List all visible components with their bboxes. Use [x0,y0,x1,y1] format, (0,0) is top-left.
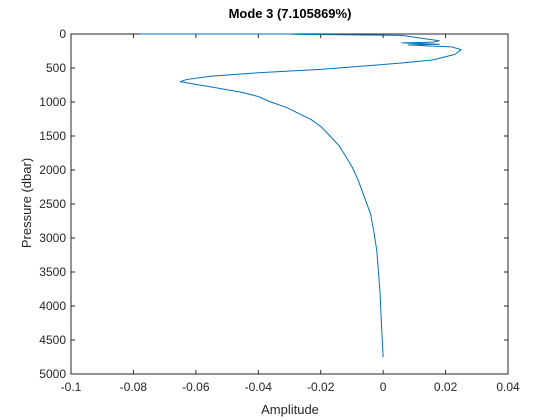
x-axis-label: Amplitude [261,402,319,417]
y-tick-label: 3500 [39,265,66,279]
x-tick-label: -0.1 [61,380,82,394]
y-tick-label: 1000 [39,95,66,109]
plot-area-border [70,33,509,375]
x-tick-label: 0 [380,380,387,394]
series-line [139,33,462,358]
y-tick-label: 4500 [39,333,66,347]
y-tick-label: 4000 [39,299,66,313]
x-axis-ticks: -0.1 -0.08 -0.06 -0.04 -0.02 0 0.02 0.04 [61,34,520,394]
y-tick-label: 2000 [39,163,66,177]
y-axis-ticks: 0 500 1000 1500 2000 2500 3000 3500 4000 4500 5000 [39,27,508,381]
x-tick-label: -0.02 [307,380,335,394]
x-tick-label: -0.08 [120,380,148,394]
y-axis-label: Pressure (dbar) [19,158,34,248]
y-tick-label: 1500 [39,129,66,143]
y-tick-label: 500 [46,61,66,75]
x-tick-label: 0.02 [434,380,458,394]
x-tick-label: -0.04 [245,380,273,394]
y-tick-label: 3000 [39,231,66,245]
y-tick-label: 0 [59,27,66,41]
chart-title: Mode 3 (7.105869%) [229,6,352,21]
plot-frame [70,33,509,375]
x-tick-label: 0.04 [496,380,520,394]
y-tick-label: 2500 [39,197,66,211]
x-tick-label: -0.06 [182,380,210,394]
y-tick-label: 5000 [39,367,66,381]
series-layer [139,33,462,358]
